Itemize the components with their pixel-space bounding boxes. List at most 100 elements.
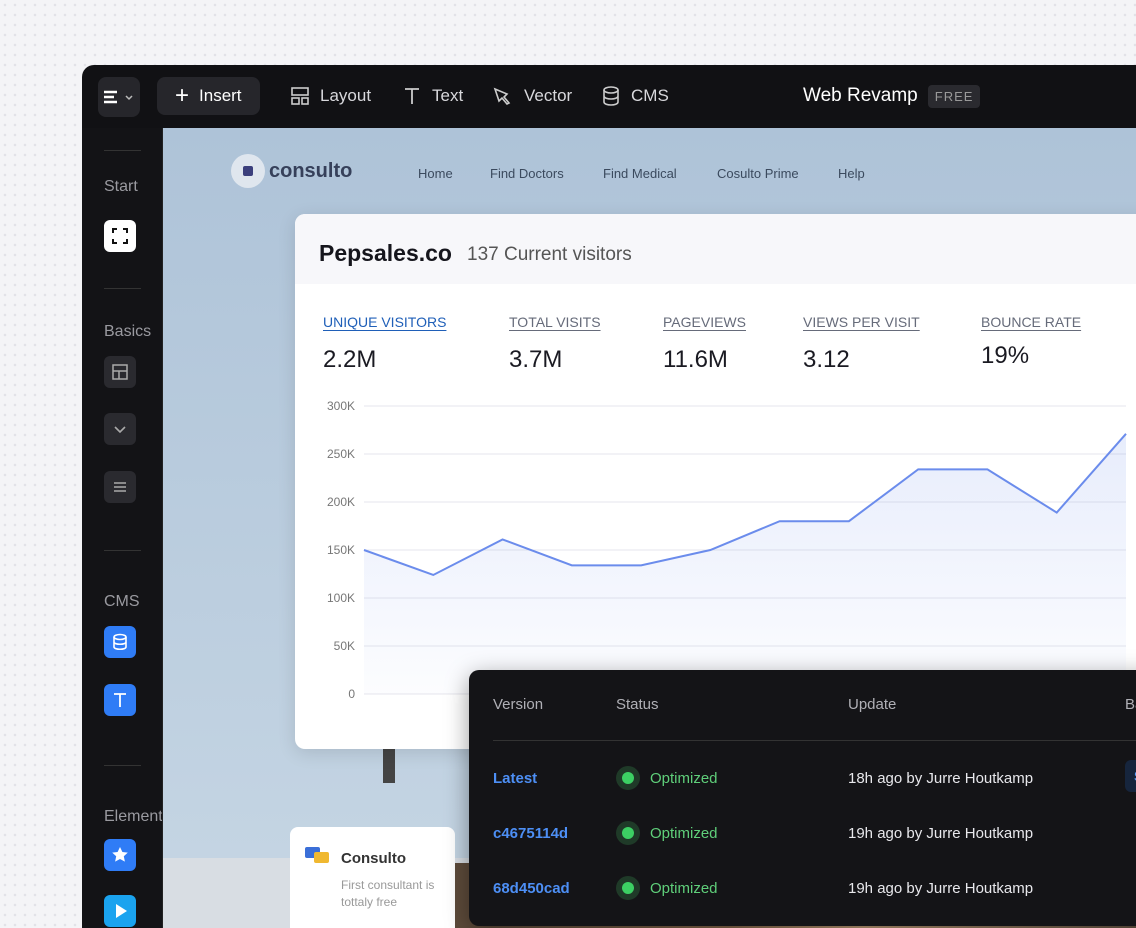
tool-label: CMS	[631, 86, 669, 105]
divider	[104, 150, 141, 151]
vector-tool[interactable]: Vector	[492, 78, 572, 114]
section-title: Start	[104, 178, 138, 195]
editor-window: + Insert Layout Text Vector CMS Web Revam…	[82, 65, 1136, 928]
section-title: Elements	[104, 808, 163, 825]
tool-label: Layout	[320, 86, 372, 105]
logo-mark	[231, 154, 265, 188]
layout-tool[interactable]: Layout	[290, 78, 371, 114]
vector-icon	[493, 87, 511, 105]
menu-icon	[104, 90, 133, 104]
db-icon	[113, 633, 127, 651]
star-icon	[112, 847, 128, 862]
metric-tab[interactable]: UNIQUE VISITORS	[323, 314, 447, 330]
divider	[104, 288, 141, 289]
chat-icon	[305, 847, 329, 867]
layout-icon	[291, 87, 309, 105]
y-tick-label: 0	[348, 687, 355, 701]
icon-tool[interactable]	[104, 839, 136, 871]
base-badge: STAGED	[1125, 760, 1136, 792]
cms-tool[interactable]: CMS	[601, 78, 669, 114]
text-icon	[405, 88, 419, 104]
card-header	[295, 214, 1136, 284]
column-header: Status	[616, 696, 659, 713]
section-title: Basics	[104, 323, 152, 340]
sidebar: Start Basics CMS Elements	[82, 128, 163, 928]
canvas: consulto Home Find Doctors Find Medical …	[163, 128, 1136, 928]
y-tick-label: 200K	[327, 495, 355, 509]
promo-text: First consultant is tottaly free	[341, 878, 435, 909]
project-name: Web Revamp	[803, 85, 918, 106]
column-header: Version	[493, 696, 544, 713]
nav-link[interactable]: Find Medical	[603, 166, 677, 181]
plus-icon: +	[175, 82, 190, 109]
version-link[interactable]: Latest	[493, 770, 538, 787]
nav-link[interactable]: Help	[838, 166, 865, 181]
metric-value: 2.2M	[323, 346, 377, 373]
column-header: Update	[848, 696, 897, 713]
analytics-card: Pepsales.co 137 Current visitors UNIQUE …	[295, 214, 1136, 749]
chevron-icon	[114, 426, 126, 434]
nav-link[interactable]: Cosulto Prime	[717, 166, 799, 181]
line-chart: 0 50K 100K 150K 200K 250K 300K	[327, 399, 1127, 701]
t-icon	[114, 693, 126, 707]
status-dot	[616, 766, 640, 790]
metric-value: 11.6M	[663, 346, 728, 373]
metric-value: 19%	[981, 342, 1030, 369]
insert-label: Insert	[199, 86, 242, 105]
divider	[104, 765, 141, 766]
tool-label: Vector	[524, 86, 573, 105]
play-icon	[116, 904, 127, 918]
line	[363, 433, 1127, 577]
frame-icon	[112, 228, 128, 244]
divider	[493, 740, 1136, 741]
y-tick-label: 150K	[327, 543, 355, 557]
area	[364, 433, 1126, 694]
nav-link[interactable]: Find Doctors	[490, 166, 564, 181]
tool-label: Text	[432, 86, 464, 105]
metric-value: 3.7M	[509, 346, 563, 373]
divider	[104, 550, 141, 551]
video-tool[interactable]	[104, 895, 136, 927]
y-tick-label: 300K	[327, 399, 355, 413]
logo-text: consulto	[269, 160, 353, 182]
metric-value: 3.12	[803, 346, 850, 373]
field-tool[interactable]	[104, 684, 136, 716]
version-link[interactable]: c4675114d	[493, 825, 569, 842]
stack-tool[interactable]	[104, 356, 136, 388]
promo-card: Consulto First consultant is tottaly fre…	[290, 827, 455, 928]
stack-icon	[112, 364, 128, 380]
collection-tool[interactable]	[104, 626, 136, 658]
metric-tab[interactable]: VIEWS PER VISIT	[803, 314, 920, 330]
status: Optimized	[650, 770, 718, 787]
text-tool[interactable]: Text	[402, 78, 463, 114]
y-tick-label: 50K	[334, 639, 355, 653]
site-name: Pepsales.co	[319, 240, 452, 266]
chat-svg	[305, 847, 329, 863]
plan-badge: FREE	[927, 84, 981, 108]
logo-glyph	[243, 166, 253, 176]
update: 18h ago by Jurre Houtkamp	[848, 770, 1034, 787]
cms-icon	[603, 86, 619, 106]
project-title: Web Revamp FREE	[803, 78, 981, 114]
status: Optimized	[650, 880, 718, 897]
insert-button[interactable]: + Insert	[157, 77, 260, 115]
metric-tab[interactable]: BOUNCE RATE	[981, 314, 1082, 330]
current-visitors: 137 Current visitors	[467, 244, 632, 265]
metric-tab[interactable]: TOTAL VISITS	[509, 314, 601, 330]
status-dot	[616, 821, 640, 845]
nav-link[interactable]: Home	[418, 166, 453, 181]
update: 19h ago by Jurre Houtkamp	[848, 825, 1034, 842]
dropdown-tool[interactable]	[104, 413, 136, 445]
image-edge	[383, 743, 395, 783]
y-tick-label: 100K	[327, 591, 355, 605]
metric-tab[interactable]: PAGEVIEWS	[663, 314, 746, 330]
versions-panel: Version Status Update Base i Latest Opti…	[469, 670, 1136, 926]
status: Optimized	[650, 825, 718, 842]
version-link[interactable]: 68d450cad	[493, 880, 570, 897]
list-tool[interactable]	[104, 471, 136, 503]
status-dot	[616, 876, 640, 900]
menu-button[interactable]	[98, 77, 140, 117]
promo-title: Consulto	[341, 850, 406, 867]
frame-tool[interactable]	[104, 220, 136, 252]
